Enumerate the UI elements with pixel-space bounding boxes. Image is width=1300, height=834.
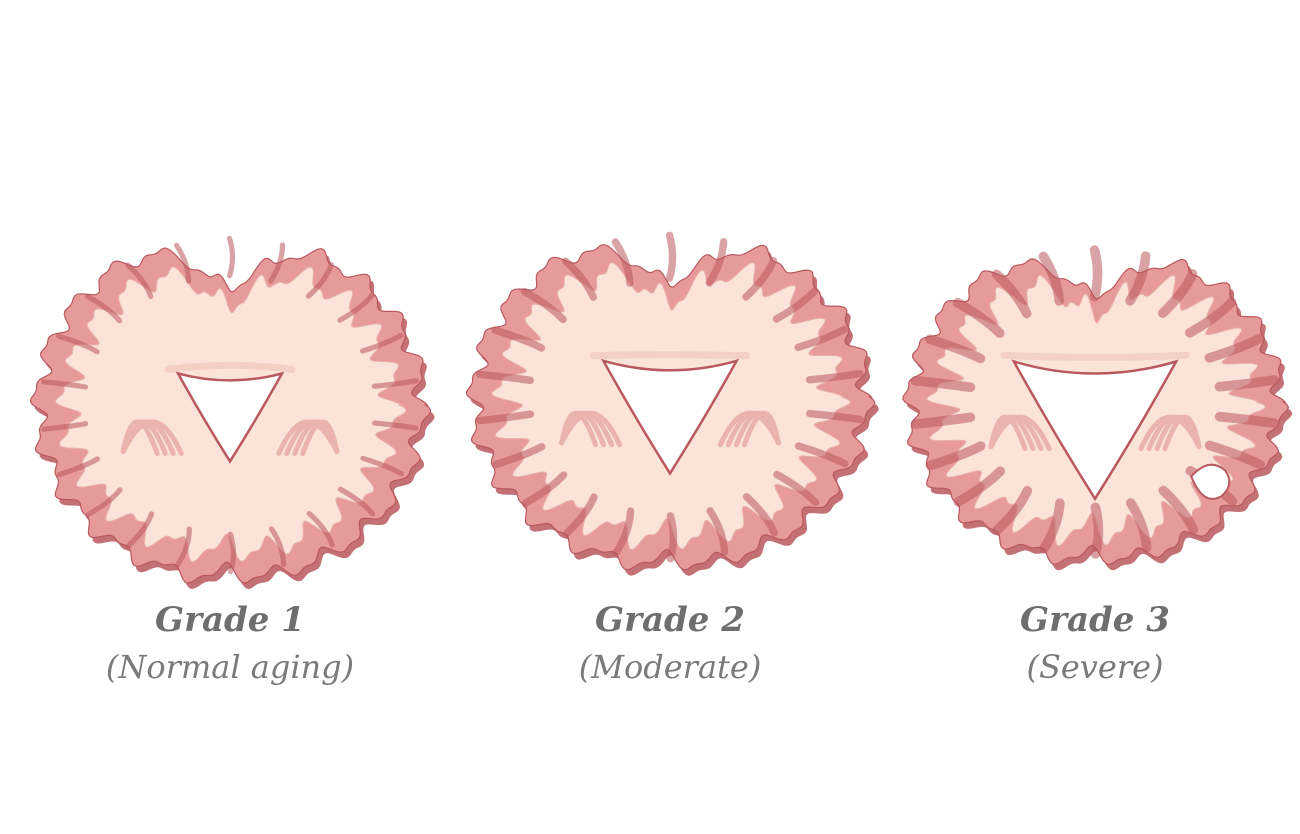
- sulcus: [227, 531, 237, 575]
- sulcus: [371, 420, 419, 431]
- sulcus: [562, 493, 598, 537]
- sulcus: [910, 376, 976, 393]
- sulcus: [612, 507, 635, 556]
- sulcus: [1126, 498, 1152, 553]
- sulcus: [521, 471, 568, 507]
- brain-section-illustration-grade-1: [29, 235, 435, 590]
- sulcus: [772, 287, 819, 323]
- lateral-ventricle: [175, 371, 285, 464]
- sulcus: [337, 292, 375, 323]
- sulcus: [992, 486, 1033, 535]
- sulcus: [174, 526, 192, 568]
- basal-ganglia-striation: [300, 419, 340, 456]
- sulcus: [337, 486, 376, 517]
- sulcus: [476, 370, 534, 385]
- sulcus: [1204, 333, 1265, 363]
- temporal-horn-cavity: [1190, 463, 1231, 500]
- sulcus: [305, 262, 334, 299]
- sulcus: [268, 242, 286, 284]
- sulcus: [491, 443, 546, 469]
- sulcus: [41, 379, 89, 390]
- sulcus: [360, 332, 404, 354]
- sulcus: [476, 410, 535, 425]
- sulcus: [41, 421, 89, 432]
- corpus-callosum: [164, 361, 296, 373]
- sulcus: [910, 412, 976, 429]
- grade-label-1: Grade 1: [155, 600, 305, 640]
- sulcus: [925, 334, 986, 364]
- sulcus: [925, 441, 986, 471]
- sulcus: [1125, 251, 1151, 306]
- basal-ganglia-striation: [988, 414, 1028, 452]
- sulcus: [226, 235, 236, 279]
- sulcus: [806, 409, 864, 424]
- sulcus: [268, 526, 287, 568]
- sulcus: [665, 231, 677, 282]
- basal-ganglia-striation: [741, 410, 781, 448]
- basal-ganglia-striation: [1162, 414, 1202, 452]
- sulcus: [84, 293, 123, 324]
- sulcus: [1158, 485, 1199, 535]
- sulcus: [705, 238, 728, 287]
- sulcus: [125, 262, 154, 300]
- sulcus: [773, 470, 820, 507]
- grade-description-3: (Severe): [1026, 648, 1164, 686]
- sulcus: [562, 257, 598, 301]
- sulcus: [126, 511, 155, 548]
- sulcus: [742, 257, 778, 301]
- brain-panel-grade-2: Grade 2 (Moderate): [460, 0, 880, 834]
- sulcus: [1214, 375, 1280, 392]
- sulcus: [952, 298, 1005, 338]
- sulcus: [56, 456, 100, 478]
- sulcus: [1185, 297, 1237, 338]
- brain-panel-grade-1: Grade 1 (Normal aging): [20, 0, 440, 834]
- brain-section-illustration-grade-2: [465, 231, 879, 576]
- sulcus: [1204, 440, 1265, 470]
- sulcus: [742, 493, 778, 537]
- corpus-callosum: [1000, 351, 1190, 361]
- sulcus: [706, 507, 729, 556]
- sulcus: [491, 326, 546, 352]
- sulcus: [805, 369, 864, 384]
- brain-panel-grade-3: Grade 3 (Severe): [900, 0, 1293, 834]
- grade-label-2: Grade 2: [595, 600, 745, 640]
- sulcus: [666, 512, 678, 563]
- sulcus: [306, 510, 335, 548]
- basal-ganglia-striation: [559, 410, 599, 448]
- sulcus: [611, 238, 634, 287]
- brain-section-illustration-grade-3: [902, 245, 1293, 571]
- sulcus: [1038, 251, 1064, 306]
- grade-label-3: Grade 3: [1020, 600, 1170, 640]
- sulcus: [1039, 498, 1065, 553]
- sulcus: [173, 242, 192, 284]
- grade-description-2: (Moderate): [578, 648, 762, 686]
- sulcus: [360, 455, 404, 477]
- sulcus: [1090, 502, 1104, 559]
- corpus-callosum: [589, 351, 751, 360]
- sulcus: [953, 466, 1005, 507]
- sulcus: [794, 442, 849, 468]
- sulcus: [520, 287, 567, 324]
- sulcus: [371, 378, 419, 389]
- basal-ganglia-striation: [120, 419, 160, 456]
- sulcus: [991, 269, 1032, 319]
- sulcus: [85, 487, 123, 518]
- grade-description-1: (Normal aging): [105, 648, 355, 686]
- lateral-ventricle: [600, 358, 740, 476]
- sulcus: [56, 333, 100, 355]
- lateral-ventricle: [1011, 359, 1179, 502]
- sulcus: [1157, 269, 1198, 318]
- sulcus: [1089, 245, 1103, 302]
- sulcus: [1214, 411, 1280, 428]
- sulcus: [794, 325, 849, 351]
